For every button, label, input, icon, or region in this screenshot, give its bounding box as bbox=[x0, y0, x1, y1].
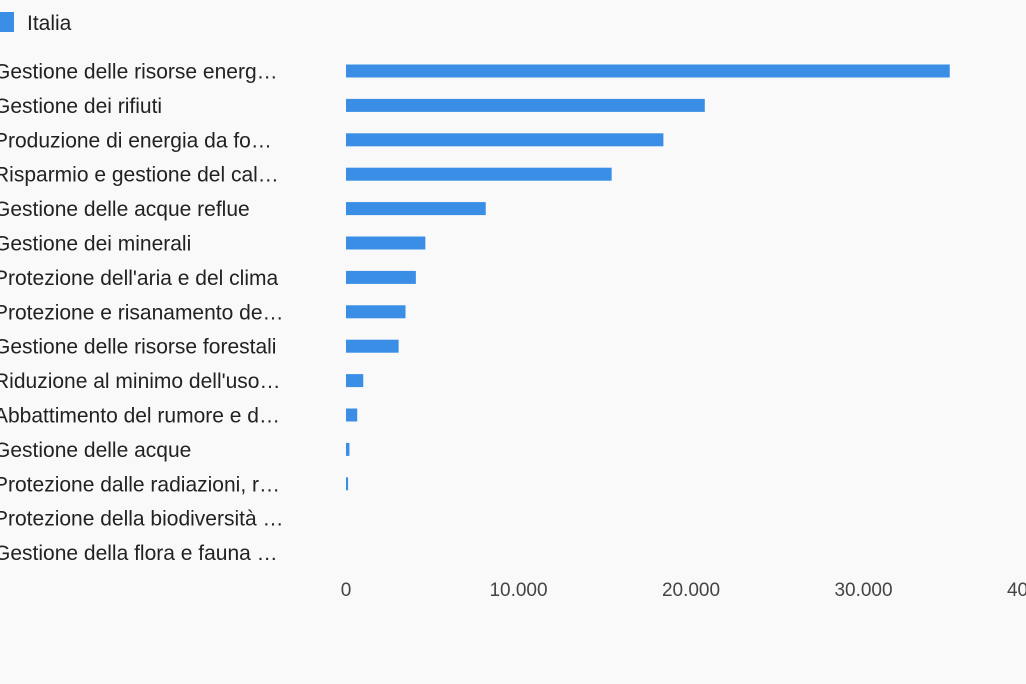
legend-swatch bbox=[0, 12, 14, 32]
category-label: Gestione delle acque bbox=[0, 439, 191, 462]
x-tick-label: 20.000 bbox=[662, 580, 720, 601]
bar[interactable] bbox=[346, 477, 349, 491]
bar[interactable] bbox=[346, 339, 399, 353]
bar[interactable] bbox=[346, 442, 350, 456]
bar[interactable] bbox=[346, 305, 406, 319]
x-axis-tick-labels: 0 10.000 20.000 30.000 40.000 bbox=[341, 580, 1026, 601]
bar[interactable] bbox=[346, 167, 612, 181]
bar[interactable] bbox=[346, 98, 705, 112]
bar[interactable] bbox=[346, 236, 426, 250]
x-tick-label: 0 bbox=[341, 580, 352, 601]
category-label: Protezione dalle radiazioni, r… bbox=[0, 473, 280, 496]
category-label: Gestione delle acque reflue bbox=[0, 198, 250, 221]
bar[interactable] bbox=[346, 374, 364, 388]
bar[interactable] bbox=[346, 202, 486, 216]
category-label: Abbattimento del rumore e d… bbox=[0, 405, 280, 428]
x-tick-label: 40.000 bbox=[1007, 580, 1026, 601]
category-label: Protezione della biodiversità … bbox=[0, 508, 284, 531]
bar[interactable] bbox=[346, 64, 950, 78]
category-label: Protezione e risanamento de… bbox=[0, 301, 284, 324]
x-tick-label: 10.000 bbox=[489, 580, 547, 601]
category-label: Risparmio e gestione del cal… bbox=[0, 164, 279, 187]
category-label: Gestione delle risorse energ… bbox=[0, 61, 278, 84]
legend-label: Italia bbox=[27, 12, 72, 35]
bars bbox=[346, 64, 950, 491]
bar[interactable] bbox=[346, 270, 416, 284]
category-label: Riduzione al minimo dell'uso… bbox=[0, 370, 280, 393]
category-label: Gestione dei minerali bbox=[0, 233, 191, 256]
legend[interactable]: Italia bbox=[0, 12, 72, 35]
bar[interactable] bbox=[346, 408, 358, 422]
bar[interactable] bbox=[346, 133, 664, 147]
category-label: Gestione della flora e fauna … bbox=[0, 542, 278, 565]
category-label: Gestione dei rifiuti bbox=[0, 95, 162, 118]
category-labels: Gestione delle risorse energ… Gestione de… bbox=[0, 61, 284, 566]
x-tick-label: 30.000 bbox=[834, 580, 892, 601]
category-label: Gestione delle risorse forestali bbox=[0, 336, 276, 359]
category-label: Produzione di energia da fo… bbox=[0, 129, 272, 152]
category-label: Protezione dell'aria e del clima bbox=[0, 267, 278, 290]
